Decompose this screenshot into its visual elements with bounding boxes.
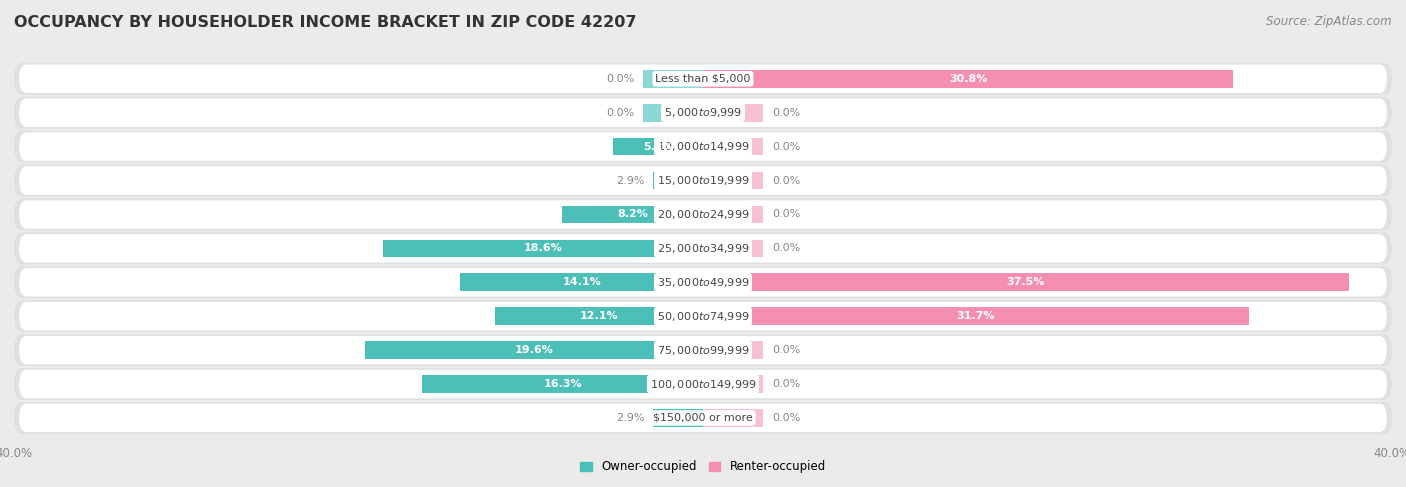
Bar: [495, 307, 703, 325]
Text: 0.0%: 0.0%: [772, 345, 800, 355]
FancyBboxPatch shape: [14, 63, 1392, 95]
Text: 30.8%: 30.8%: [949, 74, 987, 84]
FancyBboxPatch shape: [14, 165, 1392, 196]
Text: 0.0%: 0.0%: [772, 209, 800, 220]
Text: 5.2%: 5.2%: [643, 142, 673, 151]
Bar: [703, 409, 763, 427]
Bar: [422, 375, 703, 393]
Text: 31.7%: 31.7%: [956, 311, 995, 321]
Bar: [703, 138, 763, 155]
Text: 0.0%: 0.0%: [772, 379, 800, 389]
Bar: [703, 104, 763, 122]
Bar: [382, 240, 703, 257]
Bar: [703, 172, 763, 189]
Text: 0.0%: 0.0%: [606, 74, 634, 84]
FancyBboxPatch shape: [20, 404, 1386, 432]
Text: $75,000 to $99,999: $75,000 to $99,999: [657, 344, 749, 356]
FancyBboxPatch shape: [20, 98, 1386, 127]
FancyBboxPatch shape: [20, 268, 1386, 297]
FancyBboxPatch shape: [14, 232, 1392, 264]
Text: $50,000 to $74,999: $50,000 to $74,999: [657, 310, 749, 323]
Text: 8.2%: 8.2%: [617, 209, 648, 220]
Text: 0.0%: 0.0%: [772, 108, 800, 118]
Text: $150,000 or more: $150,000 or more: [654, 413, 752, 423]
FancyBboxPatch shape: [20, 65, 1386, 93]
Bar: [460, 274, 703, 291]
Text: $35,000 to $49,999: $35,000 to $49,999: [657, 276, 749, 289]
Text: $15,000 to $19,999: $15,000 to $19,999: [657, 174, 749, 187]
Bar: [366, 341, 703, 359]
Bar: [703, 240, 763, 257]
FancyBboxPatch shape: [14, 266, 1392, 298]
FancyBboxPatch shape: [20, 166, 1386, 195]
Text: 2.9%: 2.9%: [616, 175, 644, 186]
Bar: [643, 104, 703, 122]
Text: 14.1%: 14.1%: [562, 277, 600, 287]
Text: 2.9%: 2.9%: [616, 413, 644, 423]
FancyBboxPatch shape: [14, 300, 1392, 332]
Text: $5,000 to $9,999: $5,000 to $9,999: [664, 106, 742, 119]
Bar: [643, 70, 703, 88]
Text: 37.5%: 37.5%: [1007, 277, 1045, 287]
Bar: [703, 274, 1348, 291]
Bar: [703, 307, 1249, 325]
Bar: [703, 341, 763, 359]
Bar: [652, 172, 703, 189]
FancyBboxPatch shape: [20, 234, 1386, 262]
Text: OCCUPANCY BY HOUSEHOLDER INCOME BRACKET IN ZIP CODE 42207: OCCUPANCY BY HOUSEHOLDER INCOME BRACKET …: [14, 15, 637, 30]
Text: $10,000 to $14,999: $10,000 to $14,999: [657, 140, 749, 153]
Text: Source: ZipAtlas.com: Source: ZipAtlas.com: [1267, 15, 1392, 28]
Bar: [703, 206, 763, 223]
Bar: [613, 138, 703, 155]
FancyBboxPatch shape: [20, 132, 1386, 161]
FancyBboxPatch shape: [20, 302, 1386, 331]
FancyBboxPatch shape: [20, 370, 1386, 398]
Text: 16.3%: 16.3%: [543, 379, 582, 389]
Bar: [703, 70, 1233, 88]
Text: 12.1%: 12.1%: [579, 311, 619, 321]
Text: 0.0%: 0.0%: [606, 108, 634, 118]
FancyBboxPatch shape: [20, 200, 1386, 229]
Text: 0.0%: 0.0%: [772, 175, 800, 186]
FancyBboxPatch shape: [14, 402, 1392, 434]
Legend: Owner-occupied, Renter-occupied: Owner-occupied, Renter-occupied: [575, 455, 831, 478]
FancyBboxPatch shape: [14, 199, 1392, 230]
FancyBboxPatch shape: [14, 97, 1392, 129]
Text: $100,000 to $149,999: $100,000 to $149,999: [650, 377, 756, 391]
Text: 0.0%: 0.0%: [772, 413, 800, 423]
Text: 0.0%: 0.0%: [772, 244, 800, 253]
Text: $25,000 to $34,999: $25,000 to $34,999: [657, 242, 749, 255]
Bar: [652, 409, 703, 427]
FancyBboxPatch shape: [14, 131, 1392, 163]
Text: Less than $5,000: Less than $5,000: [655, 74, 751, 84]
Text: $20,000 to $24,999: $20,000 to $24,999: [657, 208, 749, 221]
Text: 0.0%: 0.0%: [772, 142, 800, 151]
Bar: [703, 375, 763, 393]
FancyBboxPatch shape: [20, 336, 1386, 364]
FancyBboxPatch shape: [14, 334, 1392, 366]
Bar: [562, 206, 703, 223]
Text: 18.6%: 18.6%: [523, 244, 562, 253]
FancyBboxPatch shape: [14, 368, 1392, 400]
Text: 19.6%: 19.6%: [515, 345, 554, 355]
